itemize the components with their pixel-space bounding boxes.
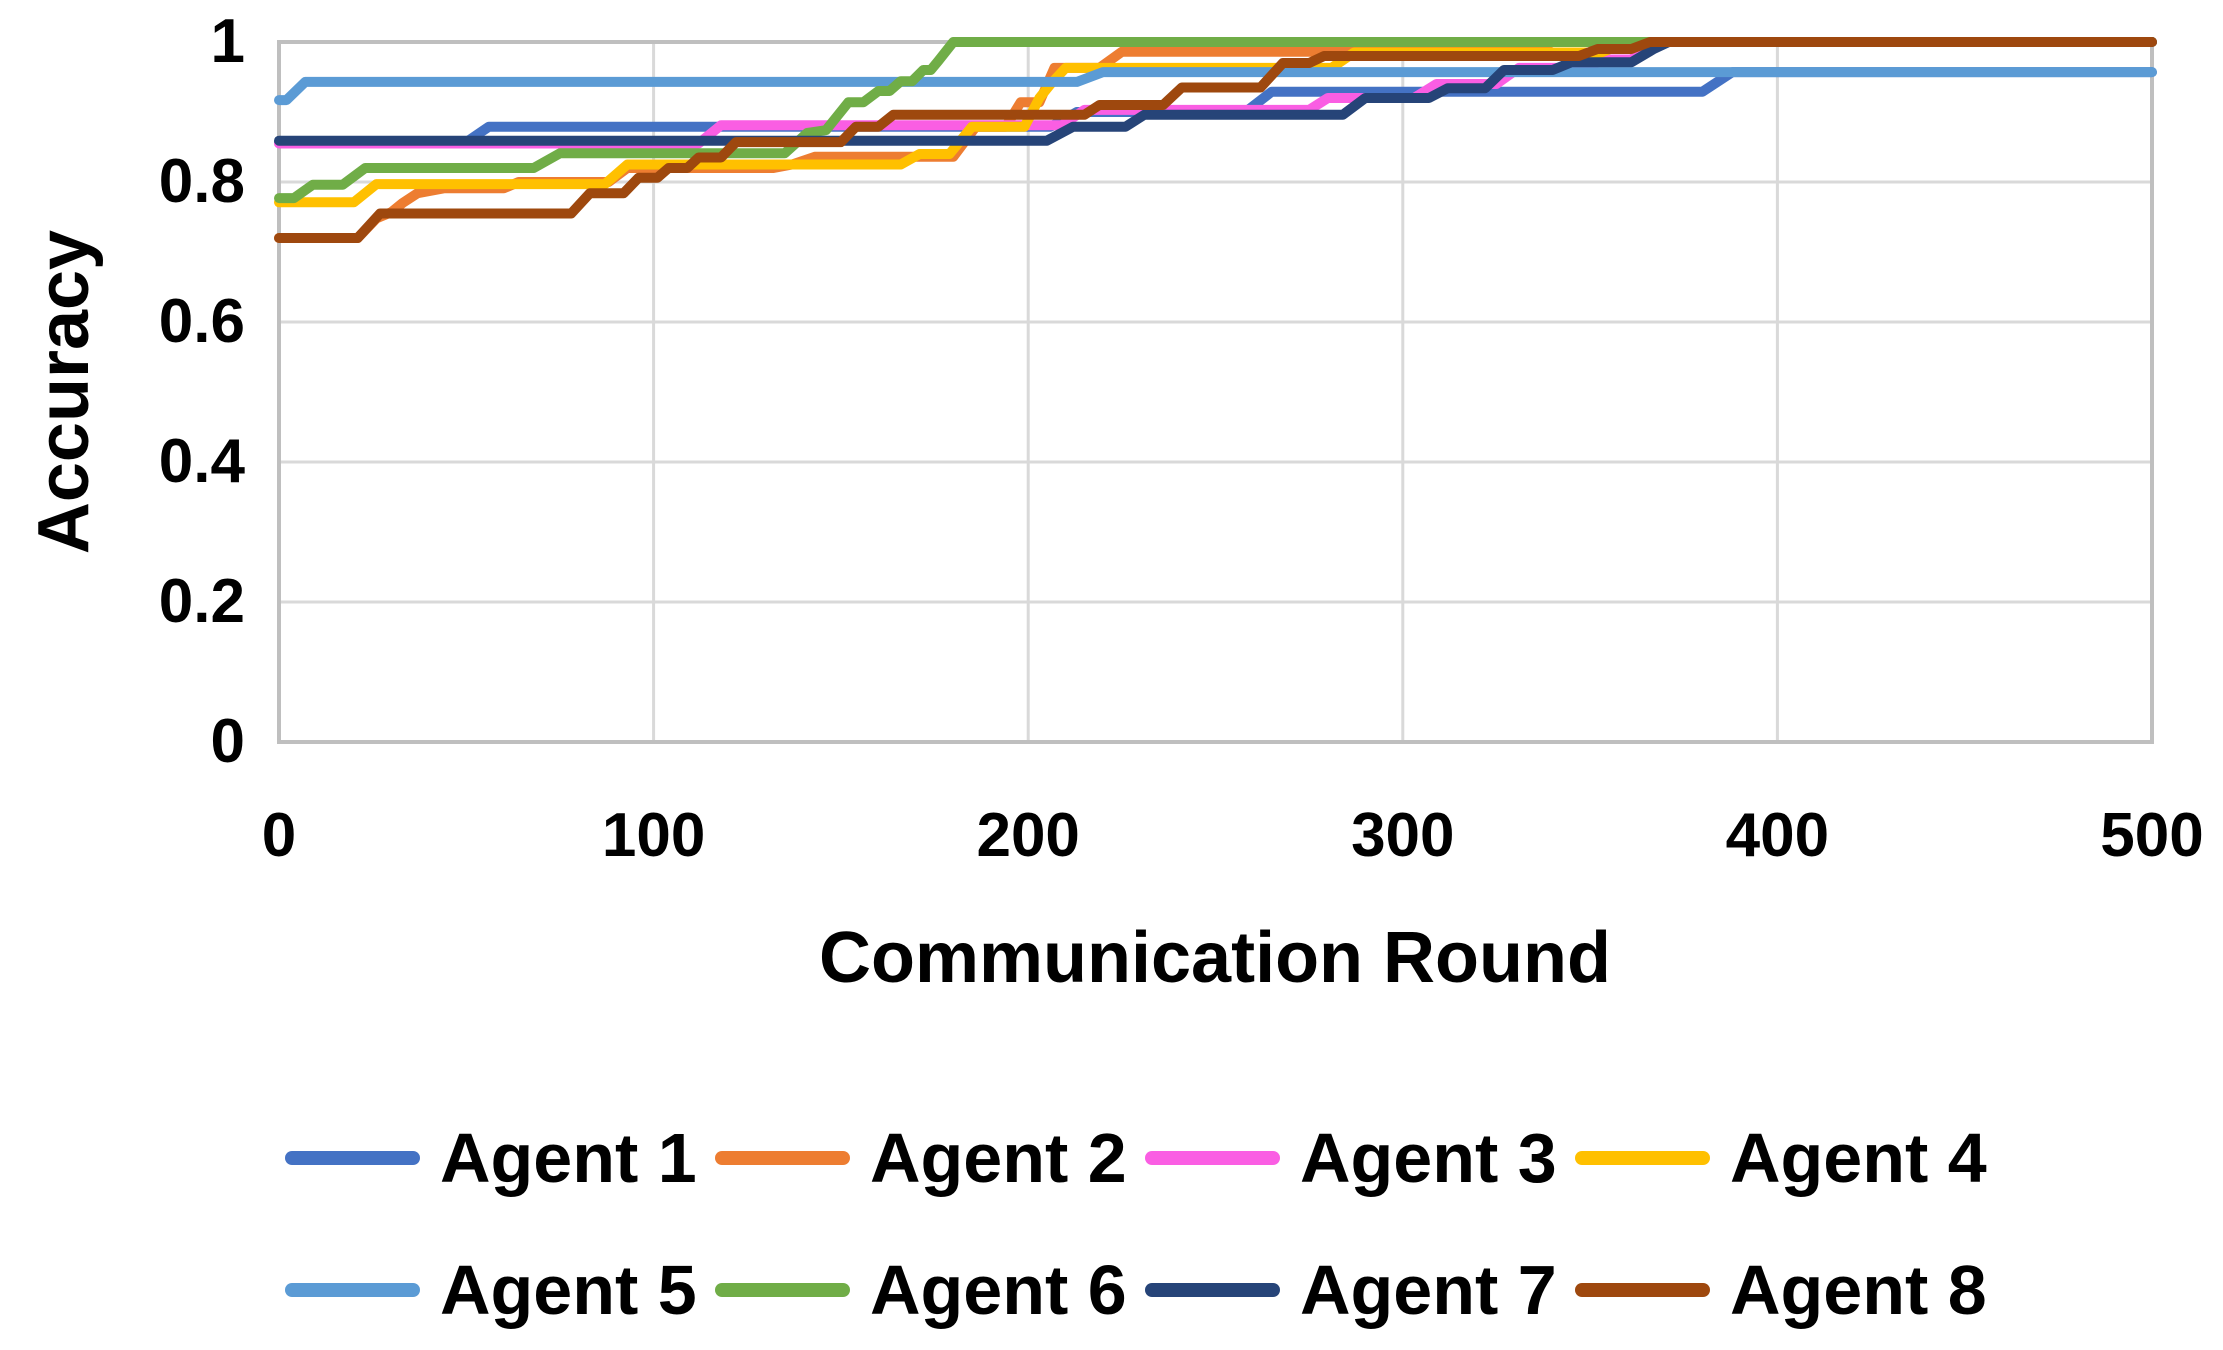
line-agent-8 (274, 37, 2157, 243)
legend-label: Agent 6 (870, 1251, 1127, 1329)
y-axis-title: Accuracy (24, 229, 104, 555)
x-tick-label-400: 400 (1725, 801, 1830, 870)
legend-label: Agent 1 (440, 1119, 697, 1197)
legend-row-2: Agent 5 Agent 6 Agent 7 Agent 8 (285, 1249, 1989, 1331)
series-lines (274, 37, 2157, 243)
legend-item-agent-2: Agent 2 (715, 1117, 1129, 1199)
legend-swatch-icon (285, 1151, 420, 1165)
y-tick-label-0.2: 0.2 (158, 567, 245, 636)
y-tick-label-0.8: 0.8 (158, 147, 245, 216)
legend-item-agent-8: Agent 8 (1575, 1249, 1989, 1331)
legend-swatch-icon (1145, 1283, 1280, 1297)
legend-swatch-icon (715, 1283, 850, 1297)
x-tick-label-100: 100 (601, 801, 706, 870)
y-tick-label-0: 0 (210, 707, 245, 776)
legend-item-agent-4: Agent 4 (1575, 1117, 1989, 1199)
line-agent-6 (274, 37, 2157, 204)
legend-swatch-icon (715, 1151, 850, 1165)
y-tick-label-0.4: 0.4 (158, 427, 245, 496)
legend-swatch-icon (1145, 1151, 1280, 1165)
legend-label: Agent 2 (870, 1119, 1127, 1197)
x-tick-label-300: 300 (1351, 801, 1455, 870)
legend-label: Agent 7 (1300, 1251, 1557, 1329)
x-tick-label-500: 500 (2100, 801, 2204, 870)
line-agent-7 (274, 37, 2157, 146)
legend-swatch-icon (1575, 1151, 1710, 1165)
y-tick-label-1: 1 (210, 7, 245, 76)
x-axis-title: Communication Round (819, 918, 1611, 998)
legend-label: Agent 8 (1730, 1251, 1987, 1329)
x-tick-label-0: 0 (261, 801, 297, 870)
legend-item-agent-3: Agent 3 (1145, 1117, 1559, 1199)
x-tick-label-200: 200 (976, 801, 1080, 870)
legend-item-agent-5: Agent 5 (285, 1249, 699, 1331)
legend: Agent 1 Agent 2 Agent 3 Agent 4 Agent 5 Agent… (285, 1117, 1989, 1331)
legend-label: Agent 4 (1730, 1119, 1987, 1197)
legend-swatch-icon (1575, 1283, 1710, 1297)
legend-swatch-icon (285, 1283, 420, 1297)
legend-item-agent-6: Agent 6 (715, 1249, 1129, 1331)
y-tick-label-0.6: 0.6 (158, 287, 245, 356)
legend-row-1: Agent 1 Agent 2 Agent 3 Agent 4 (285, 1117, 1989, 1199)
legend-item-agent-1: Agent 1 (285, 1117, 699, 1199)
legend-item-agent-7: Agent 7 (1145, 1249, 1559, 1331)
legend-label: Agent 5 (440, 1251, 697, 1329)
legend-label: Agent 3 (1300, 1119, 1557, 1197)
